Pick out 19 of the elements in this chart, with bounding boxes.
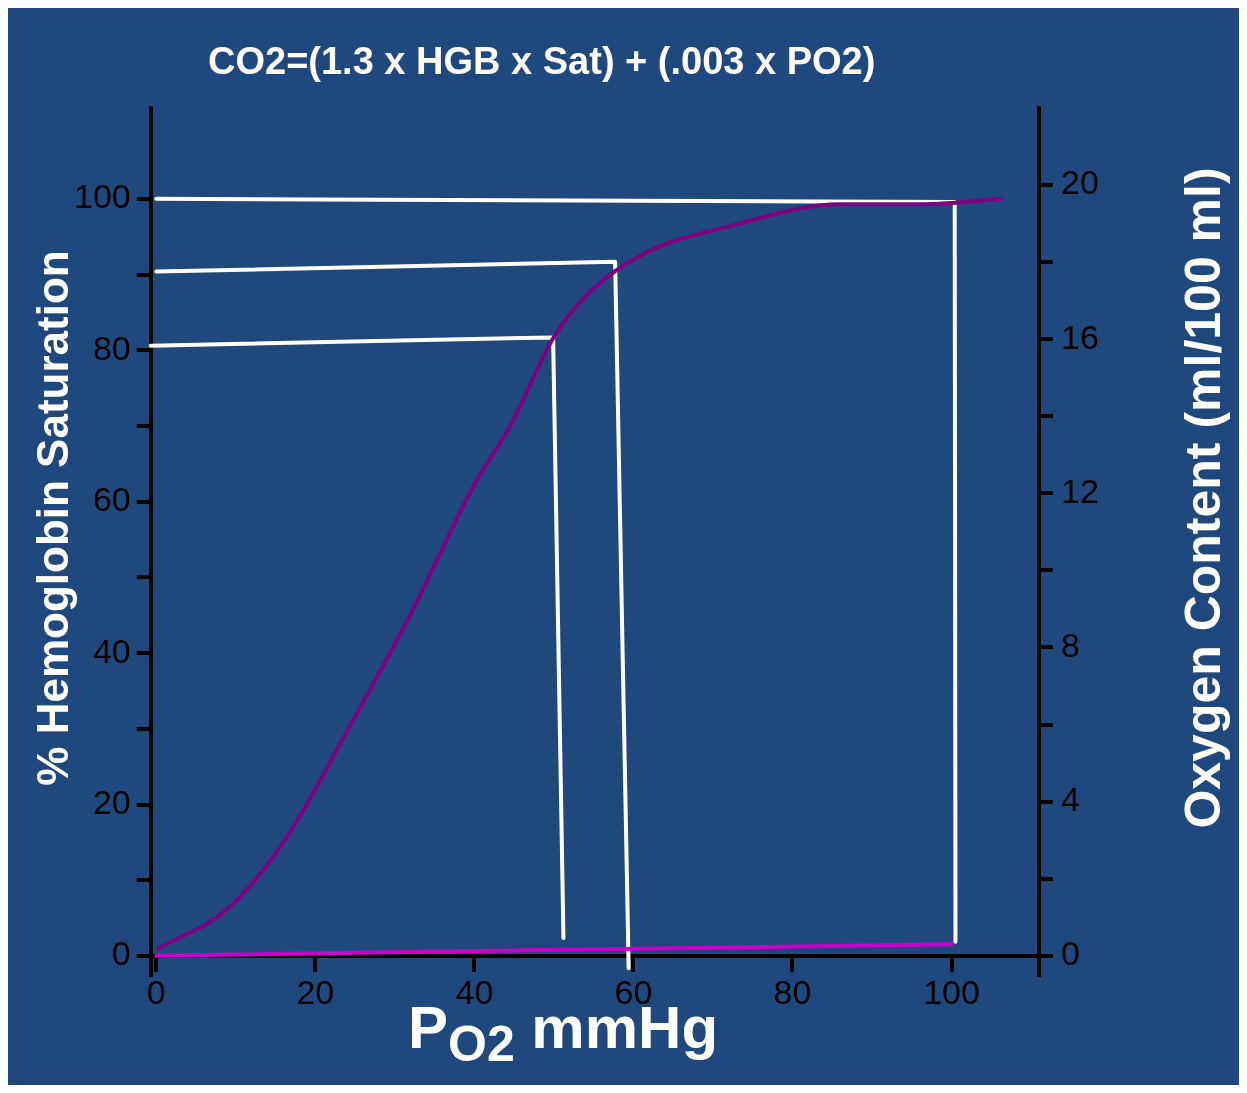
y2-axis-title: Oxygen Content (ml/100 ml) <box>1174 167 1232 829</box>
x-tick-label: 0 <box>146 972 166 1011</box>
x-tick-label: 20 <box>296 972 335 1011</box>
y-tick-label: 60 <box>92 480 131 519</box>
x-tick-label: 80 <box>773 972 812 1011</box>
x-tick-label: 100 <box>923 972 980 1011</box>
y-tick-label: 40 <box>92 631 131 670</box>
y2-tick-label: 0 <box>1061 934 1080 973</box>
y-tick-label: 0 <box>111 934 131 973</box>
y-axis-title: % Hemoglobin Saturation <box>28 250 78 786</box>
y2-tick-label: 4 <box>1061 779 1080 818</box>
y2-tick-label: 8 <box>1061 625 1080 664</box>
y-tick-label: 100 <box>73 177 131 216</box>
y-tick-label: 20 <box>92 783 131 821</box>
y2-tick-label: 16 <box>1061 317 1099 356</box>
chart-title: CO2=(1.3 x HGB x Sat) + (.003 x PO2) <box>208 40 876 83</box>
y2-tick-label: 12 <box>1061 471 1099 510</box>
y2-tick-label: 20 <box>1061 163 1099 202</box>
y-tick-label: 80 <box>92 328 131 367</box>
